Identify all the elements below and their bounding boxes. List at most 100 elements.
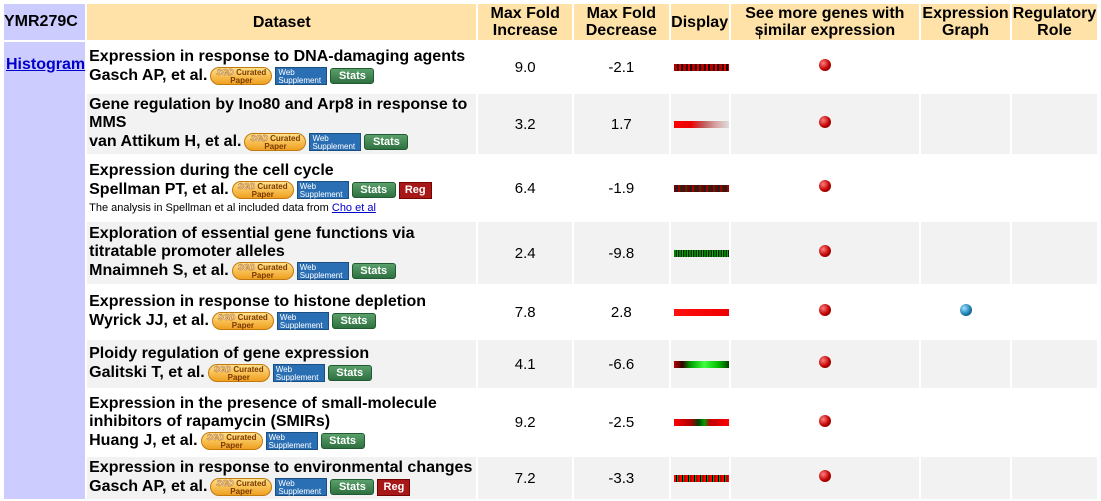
dataset-title[interactable]: Ploidy regulation of gene expression [89, 345, 370, 363]
gene-name: YMR279C [4, 4, 86, 40]
expression-bar[interactable] [673, 474, 729, 482]
stats-button[interactable]: Stats [351, 182, 396, 199]
expression-bar[interactable] [673, 308, 729, 316]
web-supplement-button[interactable]: Web Supplement [265, 431, 318, 450]
expression-graph-cell [921, 457, 1010, 499]
max-fold-increase: 9.0 [478, 42, 572, 92]
dataset-title[interactable]: Expression in response to histone deplet… [89, 293, 427, 311]
cho-et-al-link[interactable]: Cho et al [331, 201, 376, 214]
curated-label: Curated [226, 432, 257, 442]
expression-bar[interactable] [673, 360, 729, 368]
sgd-curated-paper-button[interactable]: SGD Curated Paper [207, 364, 270, 383]
histogram-link[interactable]: Histogram [6, 56, 86, 73]
paper-label: Paper [227, 373, 250, 383]
see-more-cell [730, 457, 920, 499]
table-row: Histogram Expression in response to DNA-d… [4, 42, 1097, 499]
web-supplement-button[interactable]: Web Supplement [296, 262, 349, 281]
regulatory-role-cell [1012, 390, 1097, 455]
max-fold-increase: 3.2 [478, 94, 572, 154]
curated-label: Curated [236, 68, 267, 78]
supplement-label: Supplement [278, 487, 322, 497]
supplement-label: Supplement [312, 142, 356, 152]
sgd-curated-paper-button[interactable]: SGD Curated Paper [211, 312, 274, 331]
dataset-title[interactable]: Exploration of essential gene functions … [89, 225, 415, 261]
red-dot-icon[interactable] [818, 59, 831, 71]
sgd-curated-paper-button[interactable]: SGD Curated Paper [231, 262, 294, 281]
sgd-curated-paper-button[interactable]: SGD Curated Paper [210, 478, 273, 497]
curated-label: Curated [270, 134, 301, 144]
dataset-authors: Huang J, et al. [89, 431, 198, 449]
web-supplement-button[interactable]: Web Supplement [275, 67, 328, 86]
red-dot-icon[interactable] [818, 356, 831, 368]
text-cursor-icon: I [758, 28, 762, 42]
red-dot-icon[interactable] [818, 414, 831, 427]
dataset-cell: Ploidy regulation of gene expression Gali… [87, 340, 477, 388]
dataset-title[interactable]: Gene regulation by Ino80 and Arp8 in res… [89, 96, 468, 132]
expression-bar[interactable] [673, 120, 729, 128]
header-display: Display [670, 4, 729, 40]
web-supplement-button[interactable]: Web Supplement [276, 312, 329, 331]
stats-button[interactable]: Stats [330, 479, 375, 496]
header-max-fold-increase: Max Fold Increase [478, 4, 572, 40]
dataset-title[interactable]: Expression in response to DNA-damaging a… [89, 48, 466, 66]
regulatory-role-cell [1012, 94, 1097, 154]
paper-label: Paper [231, 321, 255, 331]
web-supplement-button[interactable]: Web Supplement [275, 478, 328, 497]
stats-button[interactable]: Stats [364, 134, 409, 151]
sgd-curated-paper-button[interactable]: SGD Curated Paper [210, 67, 273, 86]
red-dot-icon[interactable] [818, 116, 831, 128]
see-more-cell [730, 222, 920, 284]
paper-label: Paper [251, 190, 274, 200]
reg-button[interactable]: Reg [377, 478, 411, 496]
table-row: Expression during the cell cycle Spellman… [4, 156, 1097, 220]
web-label: Web [312, 134, 329, 144]
sgd-curated-paper-button[interactable]: SGD Curated Paper [231, 181, 294, 200]
see-more-cell [730, 286, 920, 338]
red-dot-icon[interactable] [818, 470, 831, 482]
sgd-logo-text: SGD [213, 365, 232, 375]
stats-button[interactable]: Stats [330, 68, 375, 85]
expression-graph-cell [921, 340, 1010, 388]
see-more-cell [730, 340, 920, 388]
sgd-curated-paper-button[interactable]: SGD Curated Paper [200, 431, 263, 450]
dataset-title[interactable]: Expression in the presence of small-mole… [89, 394, 437, 430]
dataset-authors: Spellman PT, et al. [89, 181, 229, 199]
web-supplement-button[interactable]: Web Supplement [272, 364, 325, 383]
expression-bar[interactable] [673, 249, 729, 257]
stats-button[interactable]: Stats [320, 432, 365, 449]
blue-dot-icon[interactable] [959, 304, 972, 316]
web-supplement-button[interactable]: Web Supplement [309, 133, 362, 152]
sgd-curated-paper-button[interactable]: SGD Curated Paper [244, 133, 307, 152]
expression-bar[interactable] [673, 63, 729, 71]
max-fold-increase: 2.4 [478, 222, 572, 284]
sgd-logo-text: SGD [237, 263, 256, 273]
dataset-authors: Wyrick JJ, et al. [89, 312, 209, 330]
display-cell [670, 42, 729, 92]
max-fold-decrease: -2.5 [574, 390, 669, 455]
curated-label: Curated [236, 479, 267, 489]
red-dot-icon[interactable] [818, 304, 831, 316]
table-row: Ploidy regulation of gene expression Gali… [4, 340, 1097, 388]
supplement-label: Supplement [278, 76, 322, 86]
regulatory-role-cell [1012, 340, 1097, 388]
max-fold-increase: 9.2 [478, 390, 572, 455]
expression-bar[interactable] [673, 419, 729, 426]
web-supplement-button[interactable]: Web Supplement [296, 181, 349, 200]
see-more-cell [730, 94, 920, 154]
sgd-logo-text: SGD [206, 432, 225, 442]
dataset-title[interactable]: Expression in response to environmental … [89, 459, 473, 477]
sgd-logo-text: SGD [216, 479, 234, 489]
dataset-cell: Gene regulation by Ino80 and Arp8 in res… [87, 94, 477, 154]
stats-button[interactable]: Stats [327, 365, 372, 382]
expression-bar[interactable] [673, 184, 729, 192]
stats-button[interactable]: Stats [351, 263, 396, 280]
stats-button[interactable]: Stats [331, 313, 376, 330]
dataset-title[interactable]: Expression during the cell cycle [89, 162, 334, 180]
display-cell [670, 340, 729, 388]
paper-label: Paper [230, 76, 253, 86]
reg-button[interactable]: Reg [398, 181, 432, 199]
red-dot-icon[interactable] [818, 245, 831, 257]
table-row: Exploration of essential gene functions … [4, 222, 1097, 284]
regulatory-role-cell [1012, 42, 1097, 92]
red-dot-icon[interactable] [818, 180, 831, 192]
